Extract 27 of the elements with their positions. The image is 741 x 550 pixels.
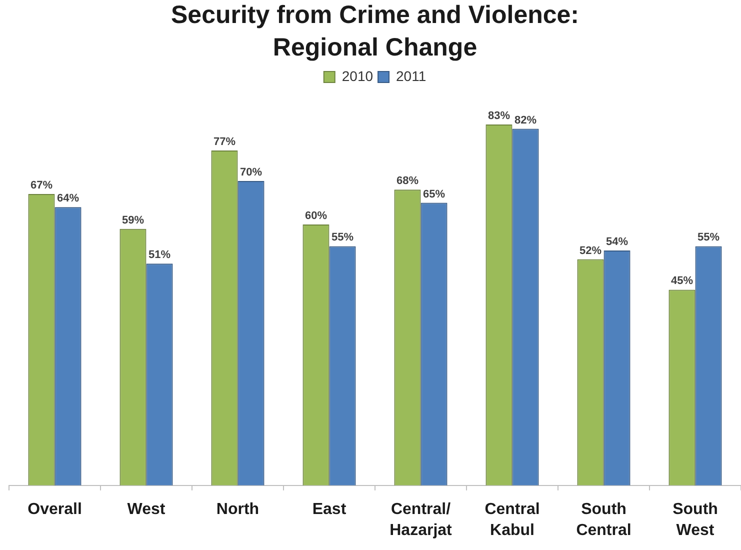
chart-title: Security from Crime and Violence: Regional Change [171,1,579,62]
x-tick-label: Overall [28,501,82,518]
x-tick-label: South Central [576,501,632,540]
data-label: 70% [240,166,262,179]
data-label: 77% [213,136,236,148]
data-label: 60% [304,210,328,222]
data-label: 65% [423,188,446,200]
data-label: 82% [514,114,537,126]
data-label: 67% [30,180,53,192]
data-label: 45% [670,275,694,288]
data-label: 54% [606,236,628,248]
legend-label: 2010 [342,68,374,84]
x-tick-label: West [127,501,166,518]
data-label: 64% [57,192,80,205]
data-label: 59% [122,214,144,226]
x-tick-label: South West [672,501,718,540]
legend-label: 2011 [396,68,426,84]
x-tick-label: East [312,501,347,518]
data-label: 51% [148,249,171,262]
data-label: 55% [332,232,354,244]
data-label: 83% [488,110,510,122]
x-tick-label: Central/ Hazarjat [390,501,453,540]
x-tick-label: North [216,501,260,518]
x-tick-label: Central Kabul [484,501,540,540]
data-label: 52% [579,244,602,257]
data-label: 68% [396,175,419,188]
data-label: 55% [698,232,720,244]
